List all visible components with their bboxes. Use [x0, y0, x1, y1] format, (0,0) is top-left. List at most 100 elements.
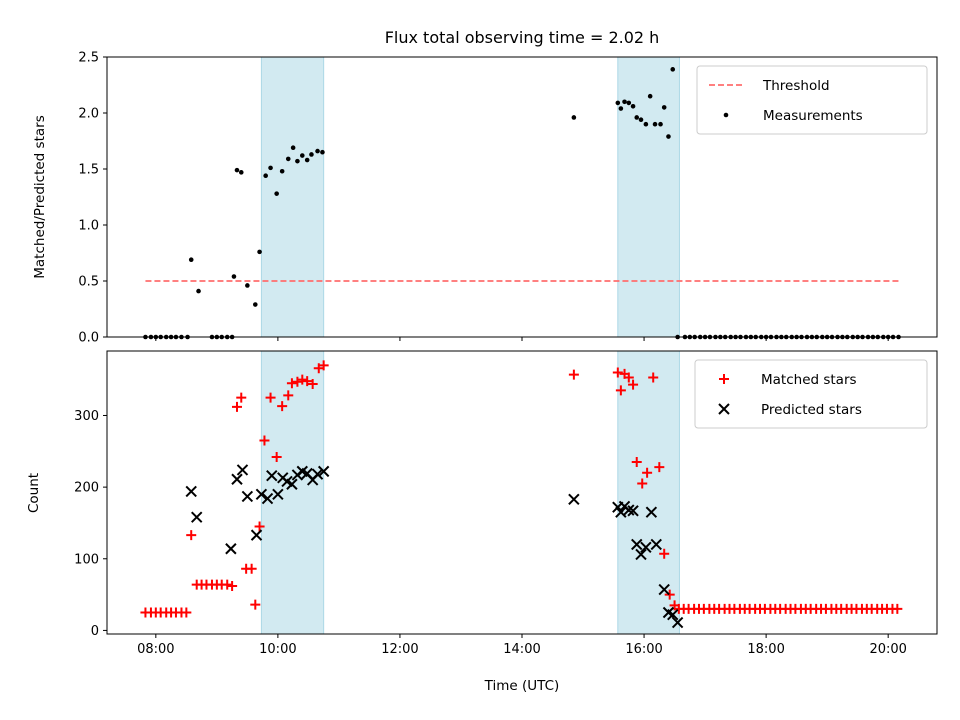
series-matched-stars	[140, 360, 903, 618]
data-point	[279, 168, 285, 174]
data-point	[225, 543, 237, 555]
data-point	[250, 529, 263, 541]
legend-entry: Threshold	[709, 78, 830, 94]
data-point	[227, 580, 238, 591]
bottom-panel: 0 100 200 300 08:00 10:00 12:00 14:00 16:00 18:0…	[26, 350, 938, 657]
legend-swatch	[719, 374, 729, 384]
data-point	[311, 468, 324, 480]
y-tick-label: 0.0	[78, 331, 99, 346]
data-point	[236, 392, 247, 403]
x-ticks: 08:00 10:00 12:00 14:00 16:00 18:00 20:00	[137, 634, 907, 657]
data-point	[285, 156, 291, 162]
data-point	[250, 599, 261, 610]
data-point	[892, 603, 903, 614]
data-point	[245, 283, 250, 288]
data-point	[231, 401, 242, 412]
legend-swatch	[723, 112, 729, 118]
data-point	[571, 115, 577, 120]
data-point	[631, 538, 643, 551]
series-predicted-stars	[185, 464, 684, 629]
data-point	[648, 372, 659, 383]
y-tick-label: 0	[91, 624, 99, 639]
y-ticks: 0.0 0.5 1.0 1.5 2.0 2.5	[78, 51, 107, 346]
data-point	[318, 360, 329, 371]
data-point	[638, 117, 644, 123]
data-point	[254, 521, 265, 532]
legend-box	[694, 359, 928, 429]
x-tick-label: 16:00	[625, 642, 662, 657]
legend-label: Predicted stars	[761, 402, 862, 418]
data-point	[286, 478, 298, 490]
legend-box	[696, 65, 928, 135]
data-point	[255, 488, 268, 500]
data-point	[640, 541, 652, 554]
x-ticks	[155, 337, 889, 341]
data-point	[271, 452, 282, 463]
data-point	[658, 583, 670, 596]
data-point	[222, 579, 233, 590]
data-point	[257, 249, 262, 255]
legend-label: Measurements	[763, 108, 863, 124]
data-point	[253, 302, 258, 307]
data-point	[568, 493, 580, 506]
data-point	[295, 158, 300, 164]
data-point	[627, 505, 639, 517]
data-point	[631, 457, 642, 468]
data-point	[659, 548, 670, 559]
data-point	[307, 378, 318, 389]
x-tick-label: 20:00	[869, 642, 906, 657]
data-point	[652, 121, 658, 127]
data-point	[630, 103, 636, 109]
data-point	[297, 374, 308, 385]
data-point	[181, 607, 192, 618]
y-tick-label: 1.0	[78, 219, 99, 234]
data-point	[671, 616, 684, 629]
x-tick-label: 18:00	[747, 642, 784, 657]
x-tick-label: 10:00	[259, 642, 296, 657]
data-point	[236, 464, 249, 476]
data-point	[667, 608, 679, 621]
y-tick-label: 100	[74, 552, 99, 567]
data-point	[666, 134, 671, 139]
data-point	[670, 67, 676, 72]
data-point	[188, 257, 194, 263]
data-point	[246, 563, 257, 574]
data-point	[647, 93, 653, 99]
data-point	[626, 100, 632, 106]
data-point	[645, 506, 658, 518]
x-axis-label: Time (UTC)	[484, 678, 560, 694]
data-point	[309, 152, 314, 157]
data-point	[315, 148, 320, 154]
data-point	[612, 367, 623, 378]
data-point	[261, 492, 274, 505]
data-point	[283, 390, 294, 401]
data-point	[263, 173, 268, 179]
x-tick-label: 12:00	[381, 642, 418, 657]
data-point	[231, 274, 237, 279]
data-point	[302, 376, 313, 387]
data-point	[234, 167, 240, 173]
data-point	[661, 105, 667, 110]
y-tick-label: 2.0	[78, 107, 99, 122]
data-point	[654, 462, 665, 473]
data-point	[231, 473, 243, 485]
data-point	[265, 392, 276, 403]
y-tick-label: 0.5	[78, 275, 99, 290]
data-point	[317, 465, 330, 478]
data-point	[637, 478, 648, 489]
data-point	[615, 506, 627, 518]
data-point	[286, 378, 297, 389]
data-point	[568, 369, 579, 380]
data-point	[191, 511, 203, 523]
data-point	[266, 469, 278, 482]
data-point	[623, 504, 635, 516]
legend-entry: Predicted stars	[718, 402, 862, 418]
data-point	[320, 149, 325, 155]
observing-window-shade	[617, 350, 680, 635]
y-axis-label: Count	[26, 473, 42, 513]
data-point	[618, 106, 624, 111]
shade-layer	[260, 350, 680, 635]
data-point	[268, 165, 273, 171]
legend-label: Threshold	[762, 78, 830, 94]
